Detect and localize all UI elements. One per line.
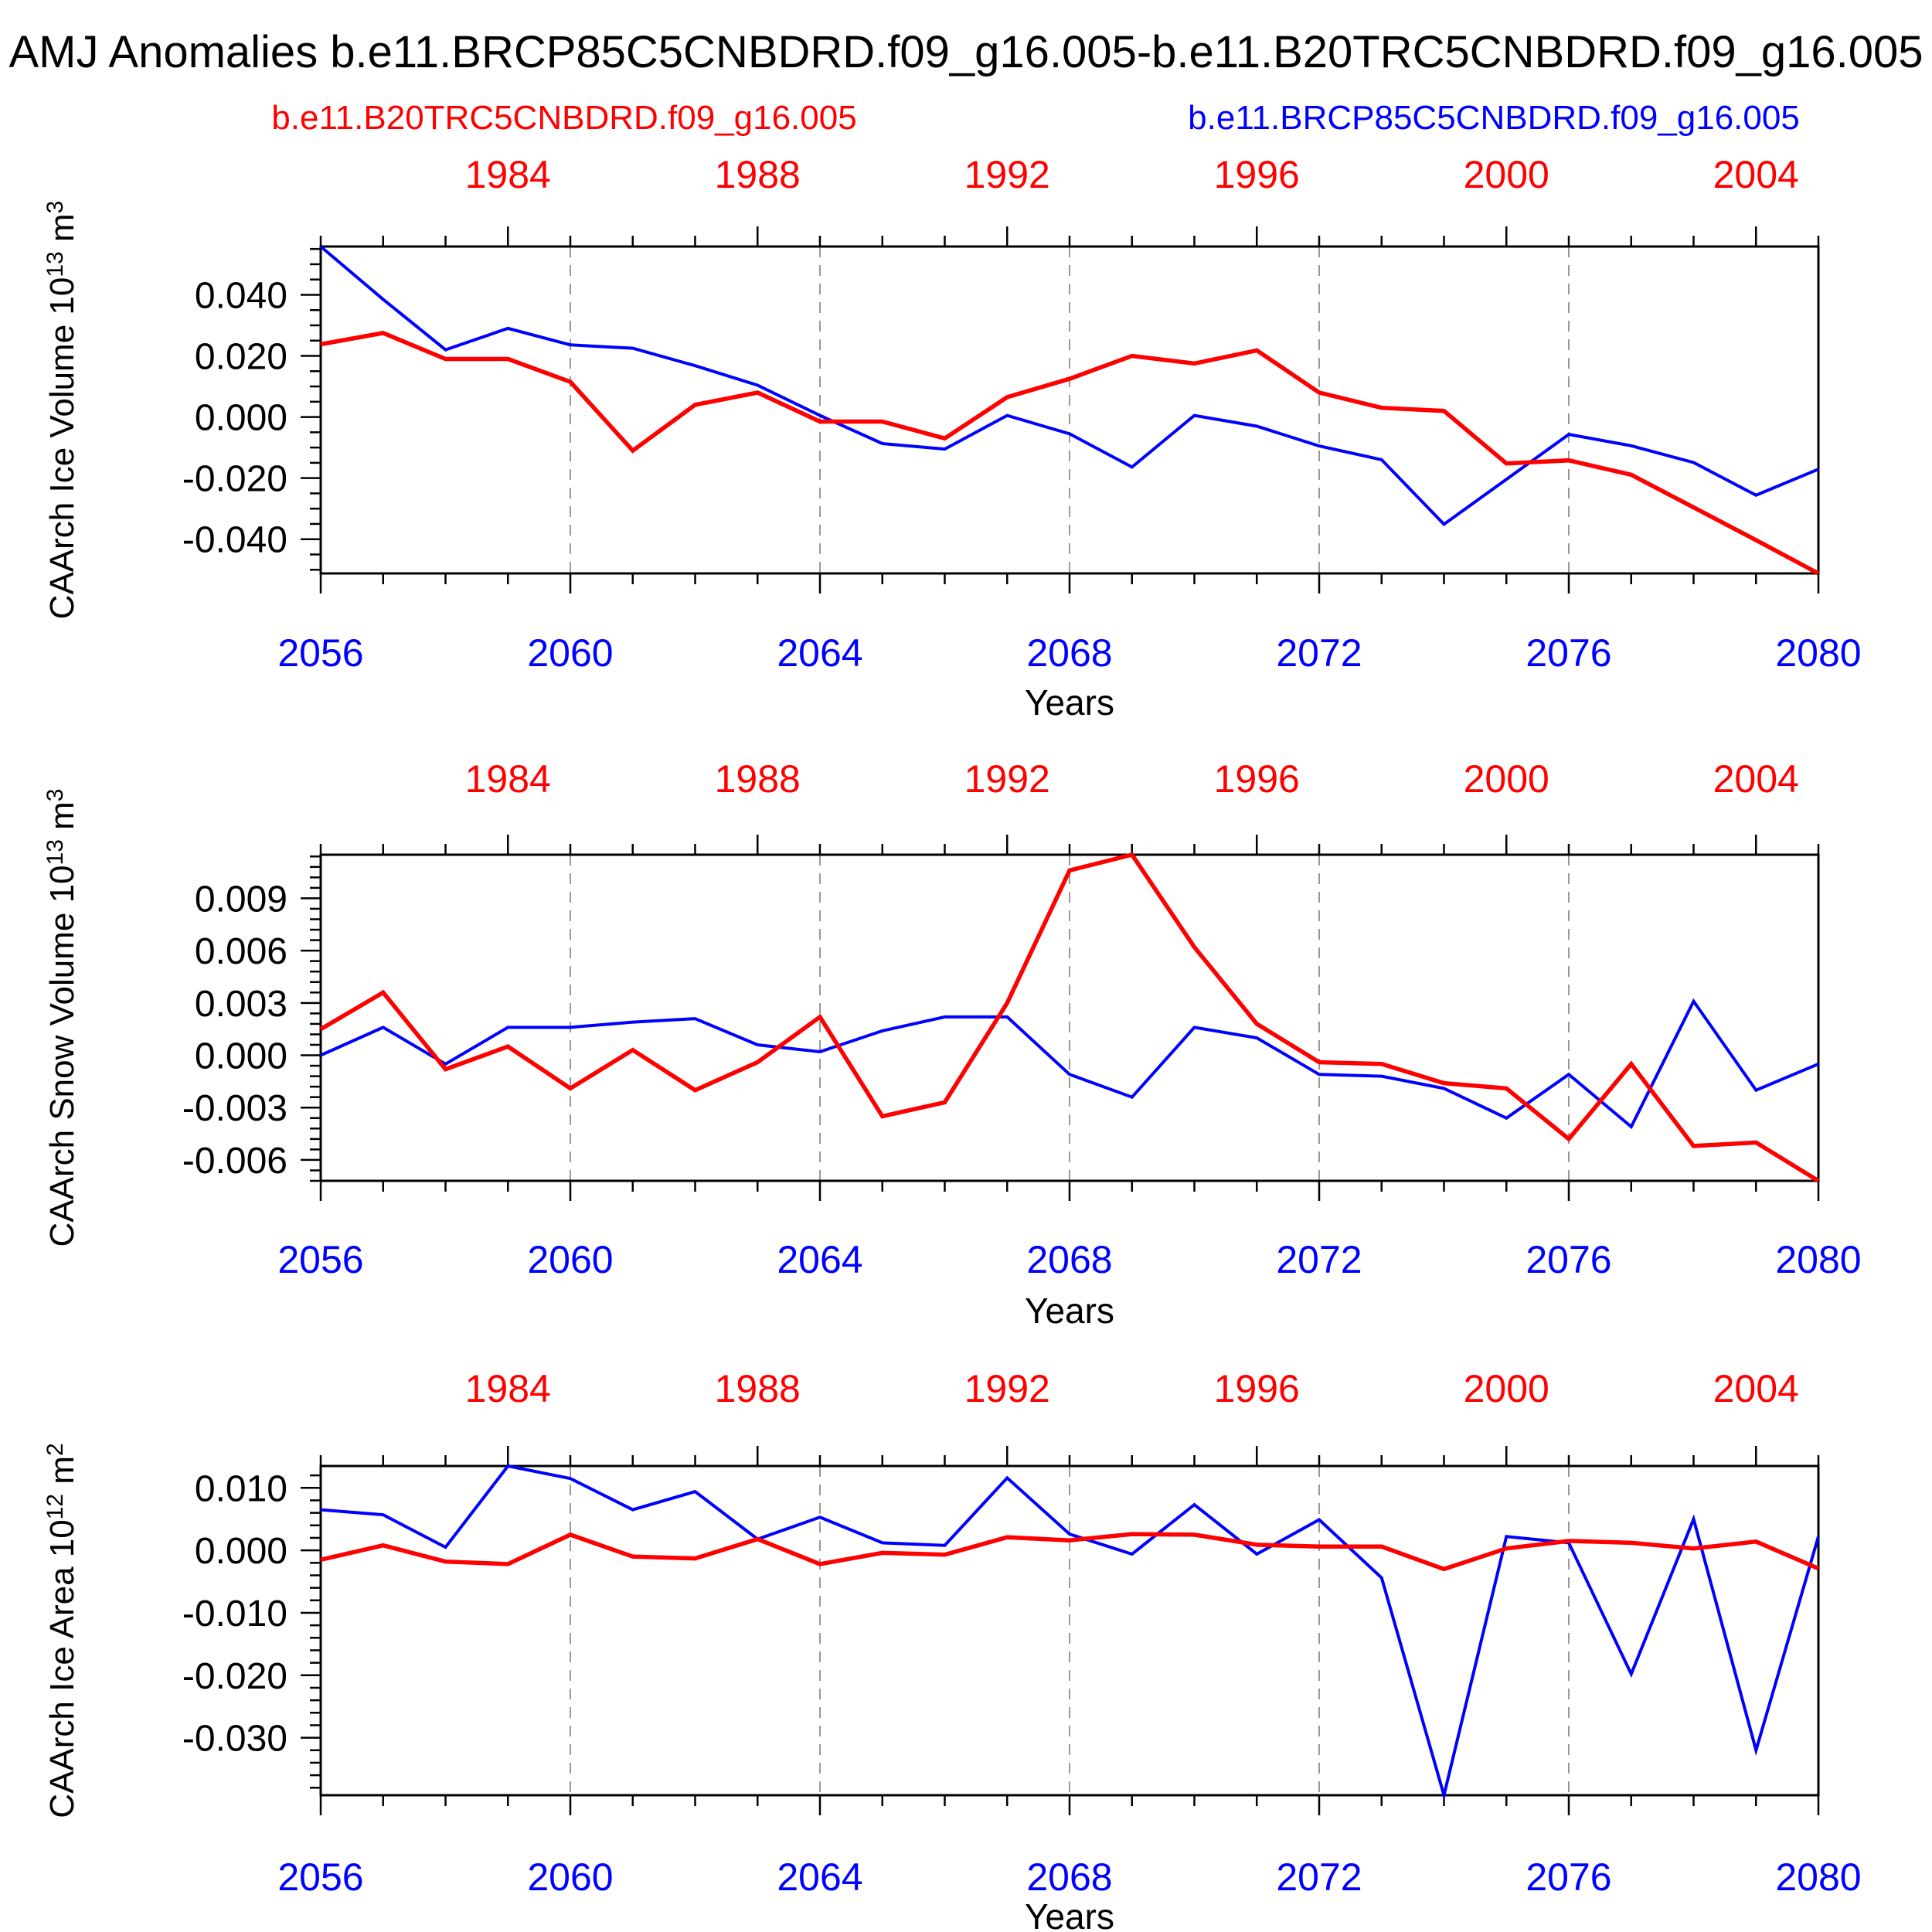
x-tick-label-2068: 2068	[1026, 1855, 1112, 1899]
series-line-red	[320, 1532, 1820, 1572]
gridlines	[570, 855, 1570, 1181]
y-tick-label: 0.040	[195, 275, 287, 316]
x-top-tick-label-2004: 2004	[1713, 1367, 1799, 1410]
y-tick-label: -0.006	[182, 1141, 287, 1182]
x-top-tick-label-1992: 1992	[964, 153, 1050, 196]
x-top-tick-label-1984: 1984	[465, 153, 551, 196]
y-axis-ticks: 0.010 0.000 -0.010 -0.020 -0.030	[182, 1468, 321, 1789]
y-tick-label: -0.020	[182, 1656, 287, 1697]
x-top-tick-label-1988: 1988	[715, 153, 801, 196]
x-top-tick-label-1984: 1984	[465, 1367, 551, 1410]
x-tick-label-2072: 2072	[1276, 1238, 1362, 1281]
x-top-tick-label-1984: 1984	[465, 757, 551, 801]
x-top-tick-label-1988: 1988	[715, 757, 801, 801]
x-top-tick-label-2004: 2004	[1713, 153, 1799, 196]
x-top-tick-label-1996: 1996	[1214, 1367, 1300, 1410]
plot-border	[319, 245, 1820, 575]
x-tick-label-2076: 2076	[1526, 631, 1611, 675]
x-tick-label-2056: 2056	[277, 1855, 363, 1899]
chart-snow-volume: 0.009 0.006 0.003 0.000 -0.003 -0.006 2056 2060…	[43, 757, 1862, 1331]
y-tick-label: -0.003	[182, 1088, 287, 1129]
y-tick-label: 0.003	[195, 984, 287, 1025]
y-axis-title: CAArch Ice Area 1012 m2	[43, 1443, 81, 1818]
x-top-tick-label-2004: 2004	[1713, 757, 1799, 801]
x-tick-label-2056: 2056	[277, 1238, 363, 1281]
gridlines	[570, 1466, 1570, 1795]
x-top-tick-label-1988: 1988	[715, 1367, 801, 1410]
x-axis-bottom: 2056 2060 2064 2068 2072 2076 2080	[277, 573, 1862, 675]
legend-label-blue: b.e11.BRCP85C5CNBDRD.f09_g16.005	[1188, 99, 1800, 137]
x-tick-label-2056: 2056	[277, 631, 363, 675]
x-axis-top: 1984 1988 1992 1996 2000 2004	[319, 757, 1820, 855]
y-tick-label: 0.000	[195, 1036, 287, 1077]
x-tick-label-2072: 2072	[1276, 631, 1362, 675]
series-line-blue	[320, 998, 1819, 1130]
y-tick-label: 0.010	[195, 1468, 287, 1509]
x-tick-label-2060: 2060	[527, 1855, 613, 1899]
x-tick-label-2068: 2068	[1026, 1238, 1112, 1281]
x-top-tick-label-1996: 1996	[1214, 153, 1300, 196]
x-tick-label-2072: 2072	[1276, 1855, 1362, 1899]
legend-label-red: b.e11.B20TRC5CNBDRD.f09_g16.005	[271, 99, 857, 137]
y-tick-label: 0.000	[195, 398, 287, 439]
x-tick-label-2076: 2076	[1526, 1238, 1611, 1281]
x-top-tick-label-1992: 1992	[964, 757, 1050, 801]
y-tick-label: -0.030	[182, 1719, 287, 1760]
series-line-red	[319, 852, 1820, 1183]
y-axis-ticks: 0.009 0.006 0.003 0.000 -0.003 -0.006	[182, 855, 321, 1182]
x-axis-bottom: 2056 2060 2064 2068 2072 2076 2080	[277, 1795, 1862, 1899]
x-axis-top: 1984 1988 1992 1996 2000 2004	[319, 153, 1820, 247]
y-tick-label: -0.020	[182, 459, 287, 500]
y-axis-title: CAArch Ice Volume 1013 m3	[43, 201, 81, 620]
x-top-tick-label-2000: 2000	[1464, 1367, 1549, 1410]
figure-title: AMJ Anomalies b.e11.BRCP85C5CNBDRD.f09_g…	[9, 27, 1923, 77]
x-tick-label-2080: 2080	[1775, 1238, 1861, 1281]
x-tick-label-2060: 2060	[527, 1238, 613, 1281]
x-axis-title: Years	[1025, 1896, 1114, 1932]
series-line-red	[320, 331, 1820, 576]
x-axis-top: 1984 1988 1992 1996 2000 2004	[319, 1367, 1820, 1466]
y-tick-label: -0.010	[182, 1594, 287, 1634]
x-top-tick-label-2000: 2000	[1464, 757, 1549, 801]
x-top-tick-label-1996: 1996	[1214, 757, 1300, 801]
y-axis-title: CAArch Snow Volume 1013 m3	[43, 789, 81, 1247]
series-line-blue	[319, 245, 1819, 527]
chart-ice-area: 0.010 0.000 -0.010 -0.020 -0.030 2056 2060 2064…	[43, 1367, 1862, 1932]
x-tick-label-2064: 2064	[777, 1238, 862, 1281]
y-tick-label: -0.040	[182, 520, 287, 561]
x-top-tick-label-2000: 2000	[1464, 153, 1549, 196]
x-axis-bottom: 2056 2060 2064 2068 2072 2076 2080	[277, 1181, 1862, 1281]
plot-border	[319, 853, 1820, 1182]
x-tick-label-2080: 2080	[1775, 631, 1861, 675]
x-tick-label-2076: 2076	[1526, 1855, 1611, 1899]
x-tick-label-2064: 2064	[777, 631, 862, 675]
y-tick-label: 0.006	[195, 931, 287, 972]
x-tick-label-2080: 2080	[1775, 1855, 1861, 1899]
x-top-tick-label-1992: 1992	[964, 1367, 1050, 1410]
y-tick-label: 0.000	[195, 1531, 287, 1572]
x-tick-label-2068: 2068	[1026, 631, 1112, 675]
y-tick-label: 0.020	[195, 337, 287, 378]
x-tick-label-2064: 2064	[777, 1855, 862, 1899]
x-tick-label-2060: 2060	[527, 631, 613, 675]
y-axis-ticks: 0.040 0.020 0.000 -0.020 -0.040	[182, 247, 321, 571]
y-tick-label: 0.009	[195, 879, 287, 920]
x-axis-title: Years	[1025, 1291, 1114, 1331]
x-axis-title: Years	[1025, 682, 1114, 723]
